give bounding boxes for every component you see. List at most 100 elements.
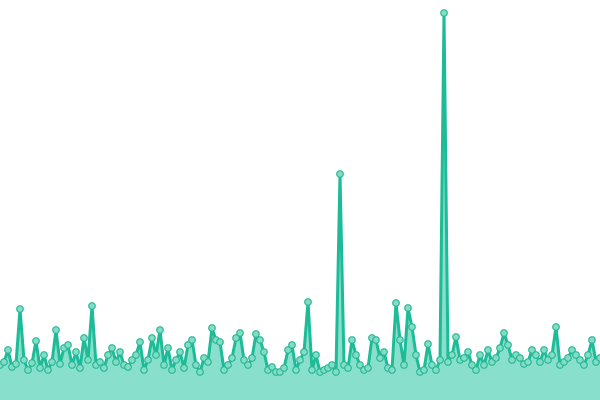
data-point [196, 368, 204, 376]
data-point [72, 348, 80, 356]
data-point [204, 358, 212, 366]
data-point [444, 358, 452, 366]
data-point [356, 361, 364, 369]
data-point [420, 366, 428, 374]
data-point [308, 366, 316, 374]
data-point [228, 354, 236, 362]
data-point [116, 348, 124, 356]
data-point [336, 170, 344, 178]
data-point [452, 333, 460, 341]
data-point [236, 329, 244, 337]
data-point [84, 356, 92, 364]
data-point [280, 364, 288, 372]
data-point [332, 368, 340, 376]
data-point [36, 364, 44, 372]
data-point [292, 366, 300, 374]
data-point [108, 344, 116, 352]
data-point [268, 363, 276, 371]
data-point [552, 323, 560, 331]
data-point [172, 356, 180, 364]
data-point [364, 364, 372, 372]
data-point [472, 366, 480, 374]
data-point [252, 330, 260, 338]
data-point [260, 348, 268, 356]
data-point [124, 363, 132, 371]
data-point [192, 361, 200, 369]
data-point [4, 346, 12, 354]
data-point [388, 366, 396, 374]
data-point [248, 354, 256, 362]
data-point [128, 356, 136, 364]
data-point [380, 348, 388, 356]
data-point [256, 336, 264, 344]
data-point [88, 302, 96, 310]
data-point [596, 354, 600, 362]
data-point [460, 354, 468, 362]
data-point [588, 336, 596, 344]
data-point [112, 358, 120, 366]
data-point [132, 351, 140, 359]
data-point [328, 361, 336, 369]
data-point [392, 299, 400, 307]
data-point [300, 348, 308, 356]
data-point [496, 344, 504, 352]
data-point [376, 354, 384, 362]
data-point [52, 326, 60, 334]
data-markers [0, 9, 600, 376]
data-point [32, 337, 40, 345]
data-point [524, 358, 532, 366]
data-point [304, 298, 312, 306]
data-point [80, 334, 88, 342]
data-point [412, 351, 420, 359]
data-point [240, 356, 248, 364]
data-point [516, 354, 524, 362]
data-point [540, 346, 548, 354]
data-point [536, 358, 544, 366]
data-point [164, 344, 172, 352]
data-point [100, 364, 108, 372]
data-point [64, 341, 72, 349]
data-point [152, 351, 160, 359]
data-point [56, 360, 64, 368]
data-point [224, 361, 232, 369]
data-point [372, 336, 380, 344]
data-point [532, 351, 540, 359]
data-point [528, 346, 536, 354]
data-point [16, 305, 24, 313]
data-point [448, 351, 456, 359]
data-point [580, 361, 588, 369]
data-point [40, 351, 48, 359]
data-point [180, 364, 188, 372]
data-point [216, 338, 224, 346]
data-point [544, 356, 552, 364]
data-point [76, 364, 84, 372]
data-point [232, 334, 240, 342]
data-point [584, 351, 592, 359]
data-point [572, 351, 580, 359]
data-point [24, 366, 32, 374]
data-point [436, 356, 444, 364]
data-point [176, 348, 184, 356]
data-point [28, 359, 36, 367]
data-point [244, 361, 252, 369]
data-point [96, 358, 104, 366]
data-point [464, 348, 472, 356]
data-point [140, 366, 148, 374]
data-point [492, 354, 500, 362]
data-point [48, 358, 56, 366]
data-point [504, 341, 512, 349]
data-point [480, 361, 488, 369]
data-point [396, 336, 404, 344]
data-point [104, 351, 112, 359]
data-point [44, 366, 52, 374]
data-point [312, 351, 320, 359]
data-point [352, 351, 360, 359]
data-point [0, 358, 8, 366]
data-point [548, 351, 556, 359]
data-point [428, 361, 436, 369]
data-point [284, 346, 292, 354]
data-point [576, 356, 584, 364]
data-point [288, 341, 296, 349]
data-point [144, 356, 152, 364]
